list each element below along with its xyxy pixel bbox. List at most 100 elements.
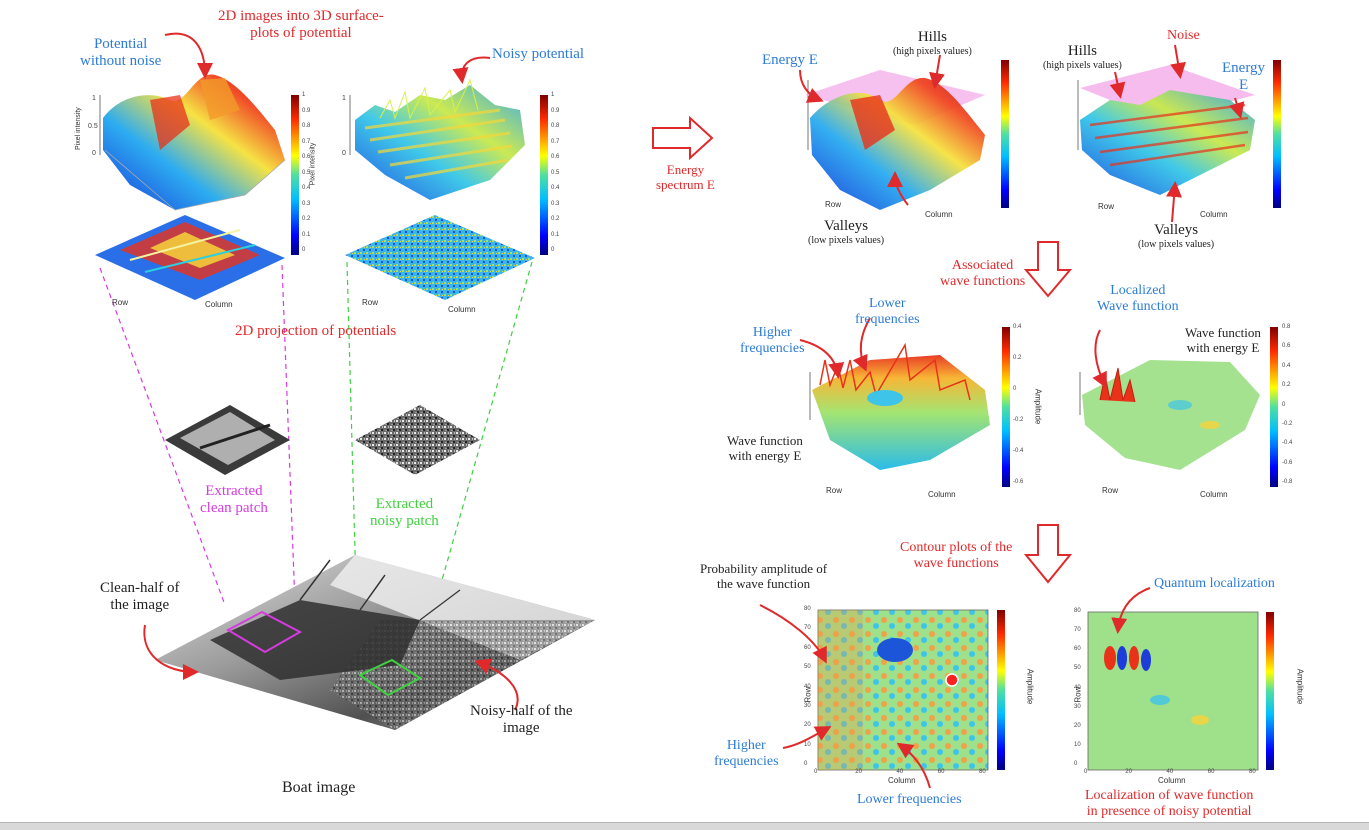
tick-label: -0.6 xyxy=(1282,459,1293,466)
extracted-noisy-patch xyxy=(355,405,480,475)
axis-column-contour-right: Column xyxy=(1158,776,1186,785)
label-extracted-noisy: Extracted noisy patch xyxy=(370,496,439,530)
label-wave-fn-energy-right: Wave function with energy E xyxy=(1185,325,1261,355)
svg-text:Pixel intensity: Pixel intensity xyxy=(75,107,82,150)
axis-row-energy-right: Row xyxy=(1098,202,1115,211)
tick-label: 0.7 xyxy=(302,138,311,145)
axis-amplitude-wave-left: Amplitude xyxy=(1033,388,1043,425)
tick-label: 30 xyxy=(1074,703,1081,710)
energy-annotation-arrows xyxy=(799,44,1245,223)
noisy-projection-plane xyxy=(345,215,535,300)
boat-image-plane xyxy=(155,555,595,730)
tick-label: 0.4 xyxy=(302,185,311,191)
tick-label: 70 xyxy=(804,625,811,632)
axis-row-wave-left: Row xyxy=(826,486,843,495)
axis-column-wave-right: Column xyxy=(1200,490,1228,499)
wave-surface-right xyxy=(1079,327,1278,487)
tick-label: -0.4 xyxy=(1013,448,1024,454)
label-higher-frequencies-bottom: Higher frequencies xyxy=(714,738,779,770)
label-noisy-potential: Noisy potential xyxy=(492,46,585,62)
tick-label: 40 xyxy=(804,683,811,690)
contour-annotation-arrows xyxy=(759,587,1151,789)
label-lower-frequencies-bottom: Lower frequencies xyxy=(857,792,962,807)
contour-plot-left xyxy=(817,609,1005,771)
label-extracted-clean: Extracted clean patch xyxy=(200,483,268,517)
label-wave-fn-energy-left: Wave function with energy E xyxy=(727,433,803,463)
tick-label: 0.8 xyxy=(302,123,311,129)
tick-label: 0.6 xyxy=(1282,343,1291,350)
tick-label: 0 xyxy=(1013,386,1017,392)
tick-label: -0.4 xyxy=(1282,440,1293,447)
tick-label: 0 xyxy=(814,769,818,775)
tick-label: 1 xyxy=(302,92,306,98)
tick-label: 40 xyxy=(1074,684,1081,691)
tick-label: 0 xyxy=(1282,401,1286,408)
tick-label: 80 xyxy=(1249,769,1256,775)
down-arrow-1 xyxy=(1023,241,1073,298)
tick-label: 0.4 xyxy=(1282,362,1291,369)
tick-label: 0 xyxy=(551,247,555,253)
tick-label: 20 xyxy=(1125,769,1132,775)
tick-label: 70 xyxy=(1074,627,1081,634)
tick-label: 80 xyxy=(979,769,986,775)
clean-surface-plot: 1 0.5 0 Pixel intensity xyxy=(75,74,299,255)
label-localized-wave: Localized Wave function xyxy=(1097,283,1179,315)
svg-text:1: 1 xyxy=(342,95,346,102)
energy-surface-left xyxy=(805,60,1009,211)
label-valleys-left: Valleys (low pixels values) xyxy=(808,218,885,247)
tick-label: 0.3 xyxy=(302,200,311,207)
tick-label: 60 xyxy=(1207,769,1215,775)
tick-label: 0.2 xyxy=(1013,355,1022,361)
tick-label: 60 xyxy=(937,769,945,775)
tick-label: -0.8 xyxy=(1282,479,1293,485)
label-lower-frequencies-top: Lower frequencies xyxy=(855,296,920,328)
label-2d-projection: 2D projection of potentials xyxy=(235,323,397,339)
tick-label: 0.8 xyxy=(1282,324,1291,330)
label-potential-without-noise: Potential without noise xyxy=(80,36,162,70)
label-boat-image: Boat image xyxy=(282,779,356,796)
contour-plot-right xyxy=(1087,611,1274,771)
tick-label: 60 xyxy=(1074,646,1081,653)
axis-row-left: Row xyxy=(112,298,129,307)
tick-label: 80 xyxy=(804,606,811,612)
tick-label: 0.6 xyxy=(302,154,311,160)
patch-connector-lines xyxy=(99,261,533,666)
tick-label: 0.2 xyxy=(551,216,560,222)
tick-label: 20 xyxy=(855,769,862,775)
svg-text:0: 0 xyxy=(92,150,96,157)
tick-label: 60 xyxy=(804,644,811,651)
axis-column-energy-left: Column xyxy=(925,210,953,219)
label-energy-e-right: Energy E xyxy=(1222,60,1266,94)
energy-surface-right xyxy=(1077,60,1281,208)
tick-label: 50 xyxy=(1074,665,1081,672)
tick-label: 0.1 xyxy=(302,231,311,238)
label-probability-amplitude: Probability amplitude of the wave functio… xyxy=(700,561,828,591)
tick-label: 0.2 xyxy=(1282,382,1291,389)
title-2d-to-3d: 2D images into 3D surface-plots of poten… xyxy=(218,8,384,42)
tick-label: 0 xyxy=(804,761,808,767)
energy-spectrum-arrow xyxy=(652,115,714,161)
tick-label: 40 xyxy=(896,769,904,775)
left-annotation-arrows xyxy=(143,32,519,711)
axis-column-wave-left: Column xyxy=(928,490,956,499)
clean-projection-plane xyxy=(95,215,285,300)
tick-label: 80 xyxy=(1074,608,1081,614)
tick-label: 0.8 xyxy=(551,123,560,129)
tick-label: 0.3 xyxy=(551,200,560,207)
wave-surface-left xyxy=(809,327,1010,487)
label-contour-plots: Contour plots of the wave functions xyxy=(900,540,1013,572)
tick-label: 0 xyxy=(1074,761,1078,767)
axis-column-left: Column xyxy=(205,300,233,309)
down-arrow-2 xyxy=(1023,524,1073,584)
tick-label: -0.2 xyxy=(1013,417,1024,423)
label-associated-wave: Associated wave functions xyxy=(940,258,1026,290)
tick-label: 0.9 xyxy=(302,107,311,114)
tick-label: 0.2 xyxy=(302,216,311,222)
axis-row-energy-left: Row xyxy=(825,200,842,209)
tick-label: 0.6 xyxy=(551,154,560,160)
tick-label: 0.4 xyxy=(1013,324,1022,330)
label-noise: Noise xyxy=(1167,28,1200,43)
tick-label: 0.1 xyxy=(551,231,560,238)
